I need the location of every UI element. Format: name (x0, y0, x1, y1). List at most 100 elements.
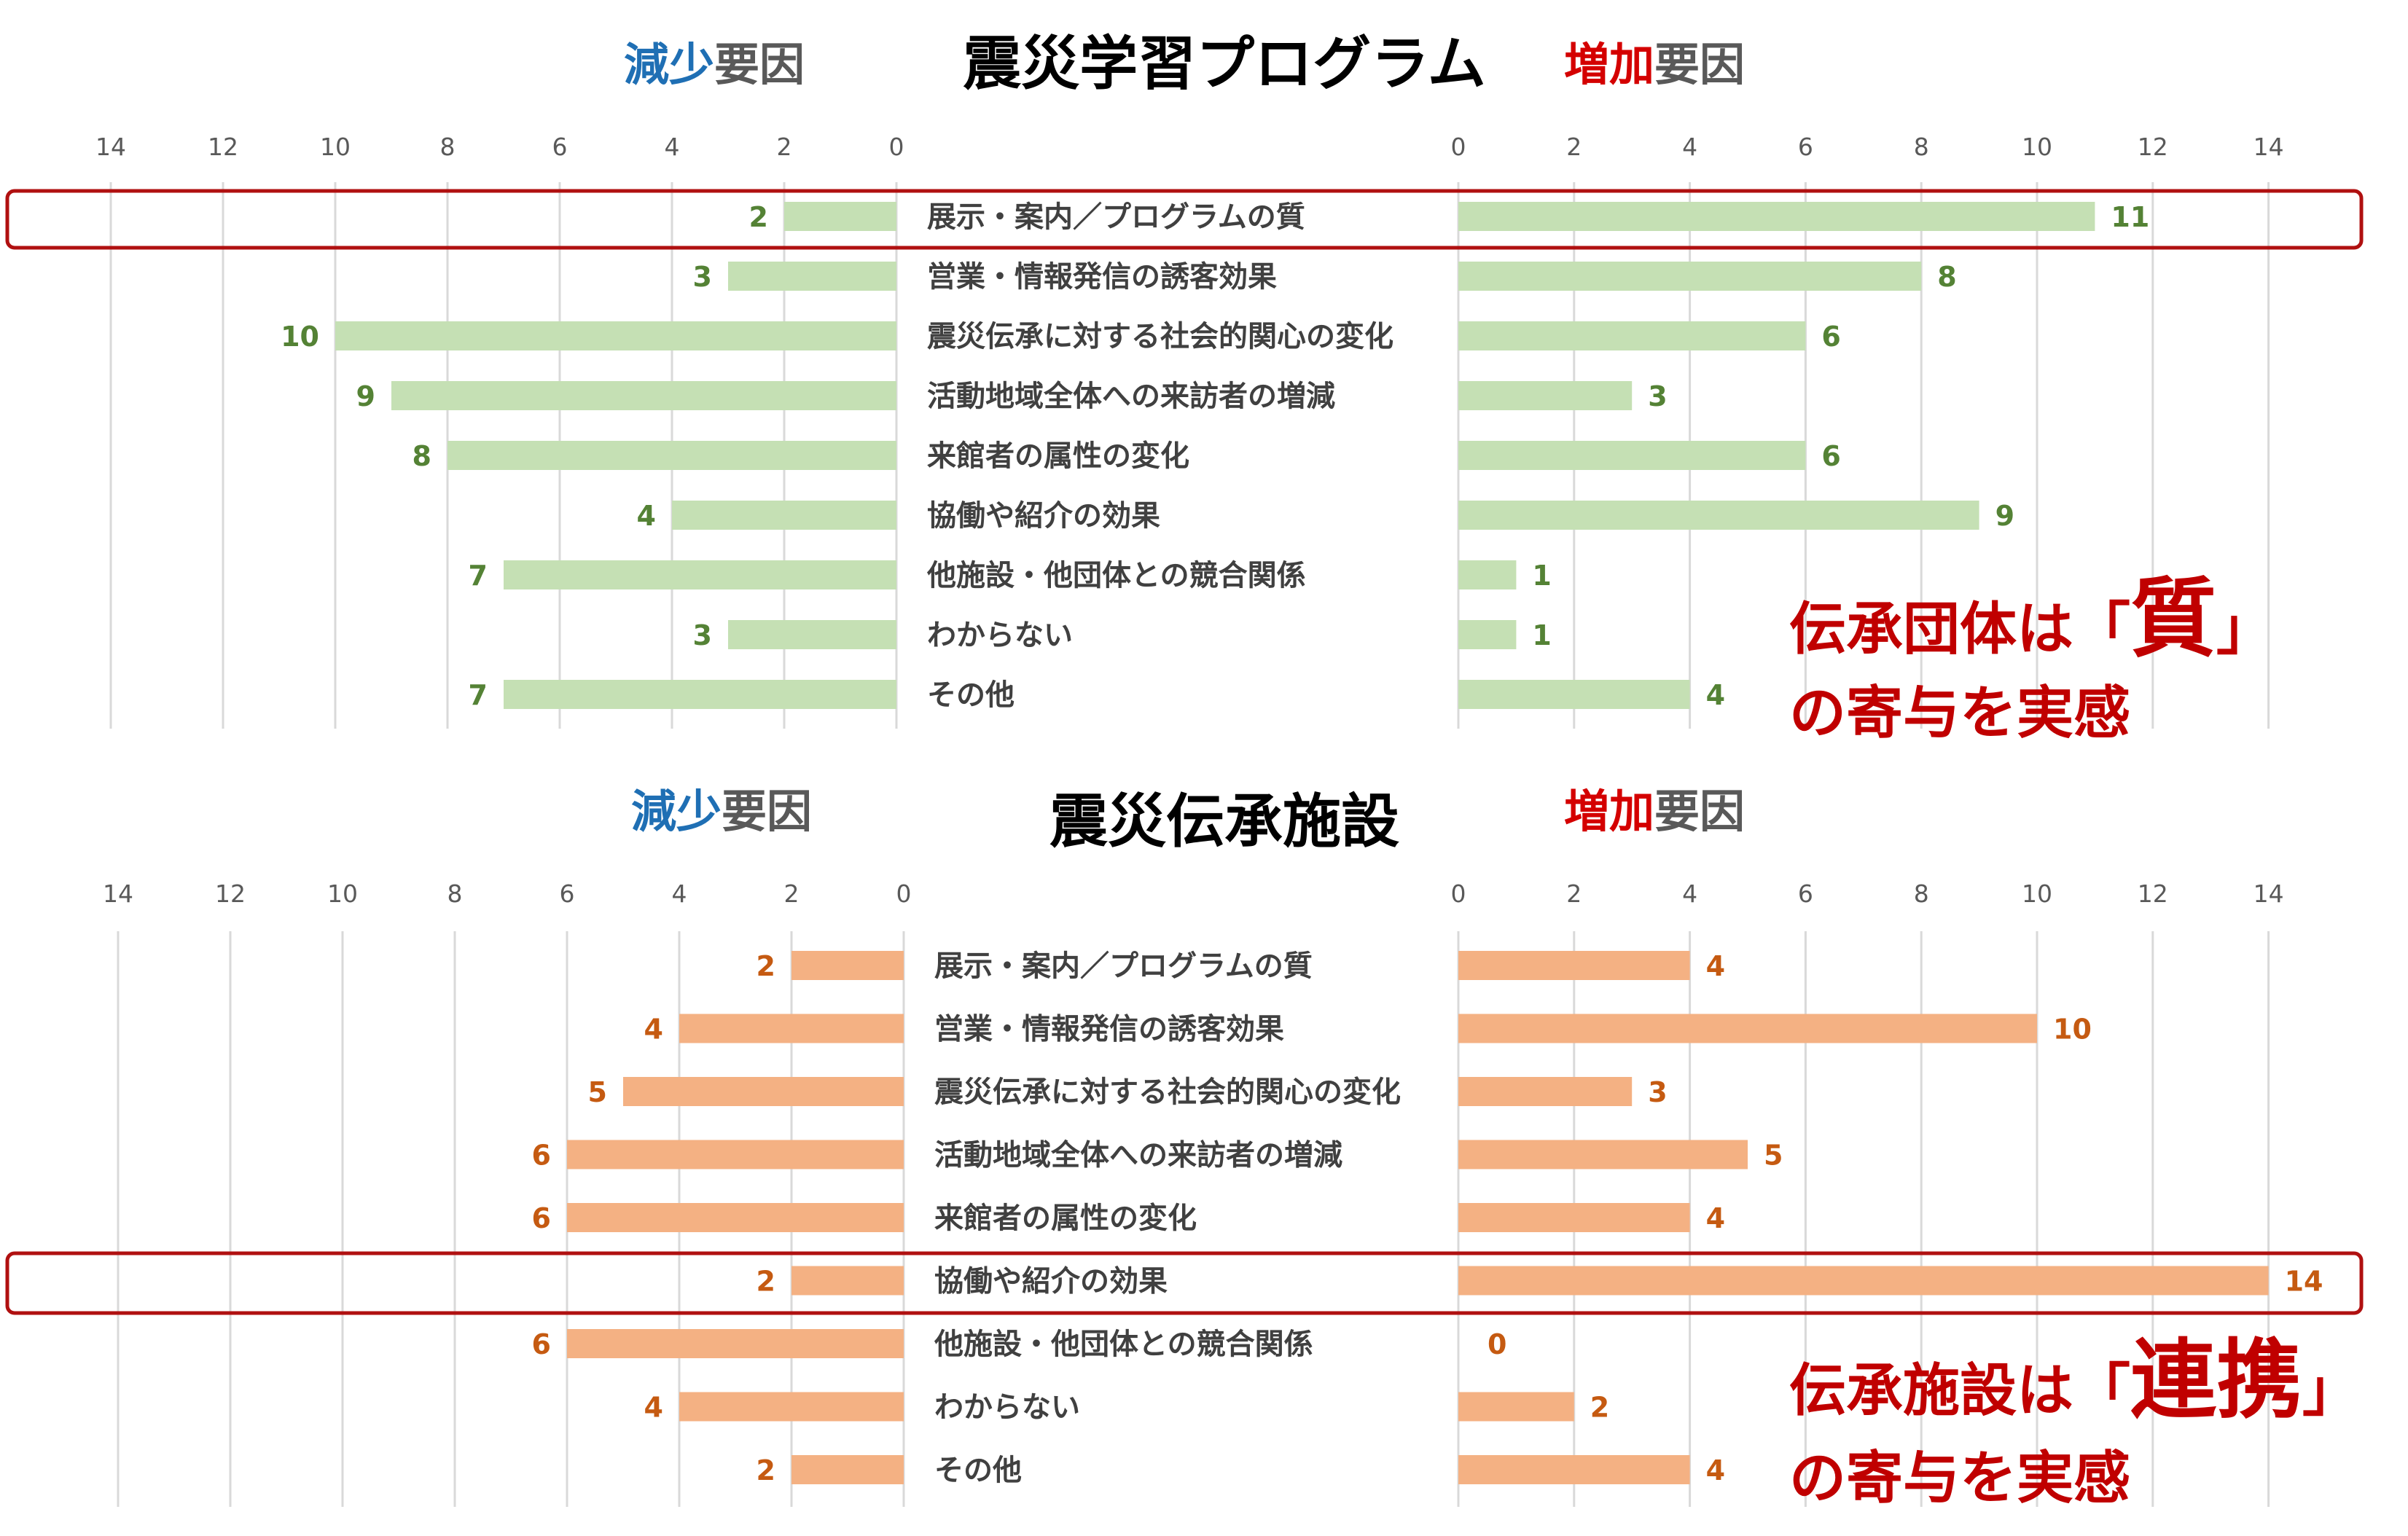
x-tick-label-left: 0 (889, 133, 904, 161)
decrease-value-label: 2 (757, 1454, 775, 1486)
decrease-value-label: 8 (413, 440, 431, 472)
decrease-value-label: 10 (281, 321, 319, 353)
decrease-bar (504, 560, 896, 589)
decrease-value-label: 4 (644, 1392, 663, 1424)
category-label: 営業・情報発信の誘客効果 (927, 260, 1277, 294)
decrease-bar (679, 1014, 904, 1043)
x-tick-label-right: 0 (1451, 879, 1466, 908)
category-label: わからない (934, 1391, 1080, 1425)
annotation-line-1: 伝承団体は「質」 (1789, 568, 2273, 669)
increase-header-rest: 要因 (1654, 38, 1745, 91)
category-label: 来館者の属性の変化 (934, 1202, 1197, 1235)
increase-header: 増加要因 (1564, 785, 1745, 838)
x-tick-label-right: 4 (1682, 879, 1697, 908)
x-tick-label-left: 8 (447, 879, 463, 908)
increase-bar (1458, 262, 1922, 291)
increase-value-label: 6 (1821, 321, 1840, 353)
category-label: 他施設・他団体との競合関係 (926, 559, 1306, 592)
category-label: その他 (934, 1454, 1022, 1487)
x-tick-label-left: 8 (440, 133, 456, 161)
increase-bar (1458, 1140, 1748, 1169)
increase-value-label: 1 (1532, 560, 1551, 592)
increase-value-label: 10 (2053, 1014, 2092, 1046)
decrease-value-label: 3 (693, 619, 712, 651)
x-tick-label-left: 12 (215, 879, 246, 908)
x-tick-label-left: 4 (665, 133, 680, 161)
x-tick-label-right: 8 (1914, 879, 1929, 908)
decrease-bar (791, 1266, 904, 1296)
category-label: 来館者の属性の変化 (927, 439, 1189, 473)
increase-header-accent: 増加 (1564, 38, 1654, 91)
category-label: 協働や紹介の効果 (927, 499, 1160, 533)
increase-value-label: 8 (1937, 261, 1956, 293)
decrease-bar (791, 1455, 904, 1484)
x-tick-label-right: 8 (1914, 133, 1929, 161)
increase-bar (1458, 1203, 1690, 1232)
decrease-value-label: 2 (757, 950, 775, 982)
increase-bar (1458, 951, 1690, 980)
x-tick-label-left: 10 (327, 879, 358, 908)
increase-value-label: 3 (1648, 380, 1667, 412)
x-tick-label-left: 12 (208, 133, 238, 161)
decrease-bar (791, 951, 904, 980)
x-tick-label-right: 6 (1798, 879, 1813, 908)
annotation-line-2: の寄与を実感 (1789, 681, 2130, 746)
annotation-prefix: 伝承施設は「 (1789, 1358, 2130, 1424)
increase-value-label: 6 (1821, 440, 1840, 472)
x-tick-label-left: 6 (552, 133, 568, 161)
increase-value-label: 14 (2285, 1266, 2323, 1298)
increase-value-label: 1 (1532, 619, 1551, 651)
decrease-bar (567, 1140, 904, 1169)
category-label: 展示・案内／プログラムの質 (934, 949, 1313, 983)
x-tick-label-left: 0 (896, 879, 912, 908)
x-tick-label-right: 0 (1451, 133, 1466, 161)
increase-value-label: 5 (1764, 1140, 1783, 1172)
decrease-value-label: 9 (356, 380, 375, 412)
decrease-header: 減少要因 (631, 785, 812, 838)
x-tick-label-left: 2 (784, 879, 800, 908)
x-tick-label-right: 12 (2138, 133, 2168, 161)
decrease-header-accent: 減少 (624, 38, 714, 91)
increase-value-label: 3 (1648, 1076, 1667, 1108)
decrease-bar (728, 262, 896, 291)
x-tick-label-right: 10 (2022, 879, 2052, 908)
decrease-value-label: 2 (749, 201, 768, 233)
decrease-value-label: 7 (469, 679, 488, 711)
annotation-keyword: 質 (2130, 568, 2216, 669)
chart-title: 震災学習プログラム (963, 30, 1486, 98)
annotation-line-2: の寄与を実感 (1789, 1446, 2130, 1511)
increase-value-label: 4 (1706, 1454, 1725, 1486)
decrease-bar (672, 501, 896, 530)
increase-bar (1458, 202, 2095, 231)
decrease-bar (784, 202, 896, 231)
x-tick-label-right: 6 (1798, 133, 1813, 161)
category-label: 活動地域全体への来訪者の増減 (934, 1139, 1342, 1172)
increase-value-label: 4 (1706, 1202, 1725, 1234)
annotation-prefix: 伝承団体は「 (1789, 597, 2130, 662)
decrease-bar (335, 321, 896, 350)
x-tick-label-right: 10 (2022, 133, 2052, 161)
x-tick-label-right: 14 (2253, 133, 2284, 161)
increase-bar (1458, 620, 1517, 649)
x-tick-label-right: 12 (2138, 879, 2168, 908)
decrease-header-rest: 要因 (714, 38, 805, 91)
decrease-value-label: 6 (532, 1140, 551, 1172)
decrease-value-label: 4 (637, 500, 656, 532)
category-label: 震災伝承に対する社会的関心の変化 (934, 1075, 1401, 1109)
category-label: 営業・情報発信の誘客効果 (934, 1013, 1284, 1046)
decrease-bar (728, 620, 896, 649)
increase-value-label: 0 (1488, 1328, 1506, 1360)
highlight-box (5, 189, 2364, 250)
increase-header: 増加要因 (1564, 38, 1745, 91)
decrease-value-label: 5 (588, 1076, 607, 1108)
decrease-bar (567, 1203, 904, 1232)
x-tick-label-left: 14 (95, 133, 126, 161)
category-label: 他施設・他団体との競合関係 (934, 1328, 1313, 1361)
increase-bar (1458, 1392, 1574, 1422)
x-tick-label-left: 2 (777, 133, 792, 161)
increase-value-label: 2 (1590, 1392, 1609, 1424)
x-tick-label-right: 2 (1566, 133, 1582, 161)
